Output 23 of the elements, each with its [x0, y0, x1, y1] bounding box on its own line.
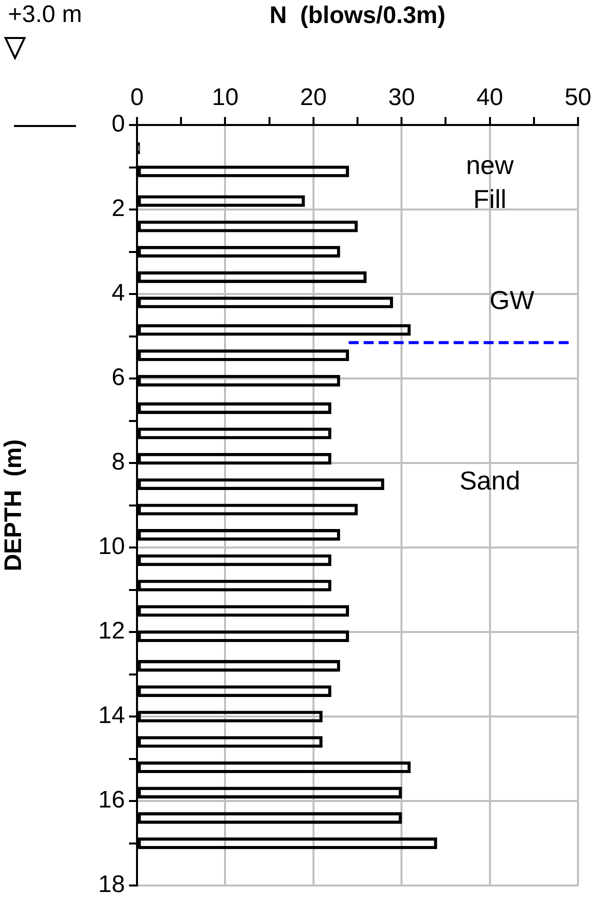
x-tick-label: 50	[564, 84, 592, 112]
y-tick-label: 0	[112, 110, 125, 138]
y-tick-label: 18	[98, 871, 125, 898]
x-tick-label: 30	[388, 84, 415, 112]
x-axis-title: N (blows/0.3m)	[269, 2, 446, 30]
x-tick-label: 10	[212, 84, 239, 112]
annotation: Fill	[473, 184, 506, 214]
ref-line-label: GW	[489, 284, 535, 315]
y-tick-label: 12	[98, 618, 125, 645]
y-tick-label: 14	[98, 702, 125, 730]
text: +3.0 m	[8, 1, 82, 28]
annotation: Sand	[459, 466, 520, 496]
x-tick-label: 40	[476, 84, 504, 112]
y-axis-title: DEPTH (m)	[0, 439, 28, 572]
y-tick-label: 16	[98, 786, 125, 814]
y-tick-label: 6	[112, 364, 125, 392]
x-tick-label: 0	[130, 84, 144, 112]
x-tick-label: 20	[300, 84, 327, 112]
y-tick-label: 8	[112, 448, 125, 476]
y-tick-label: 4	[112, 280, 125, 307]
y-tick-label: 2	[112, 195, 125, 222]
y-tick-label: 10	[98, 533, 125, 560]
annotation: new	[466, 150, 514, 180]
